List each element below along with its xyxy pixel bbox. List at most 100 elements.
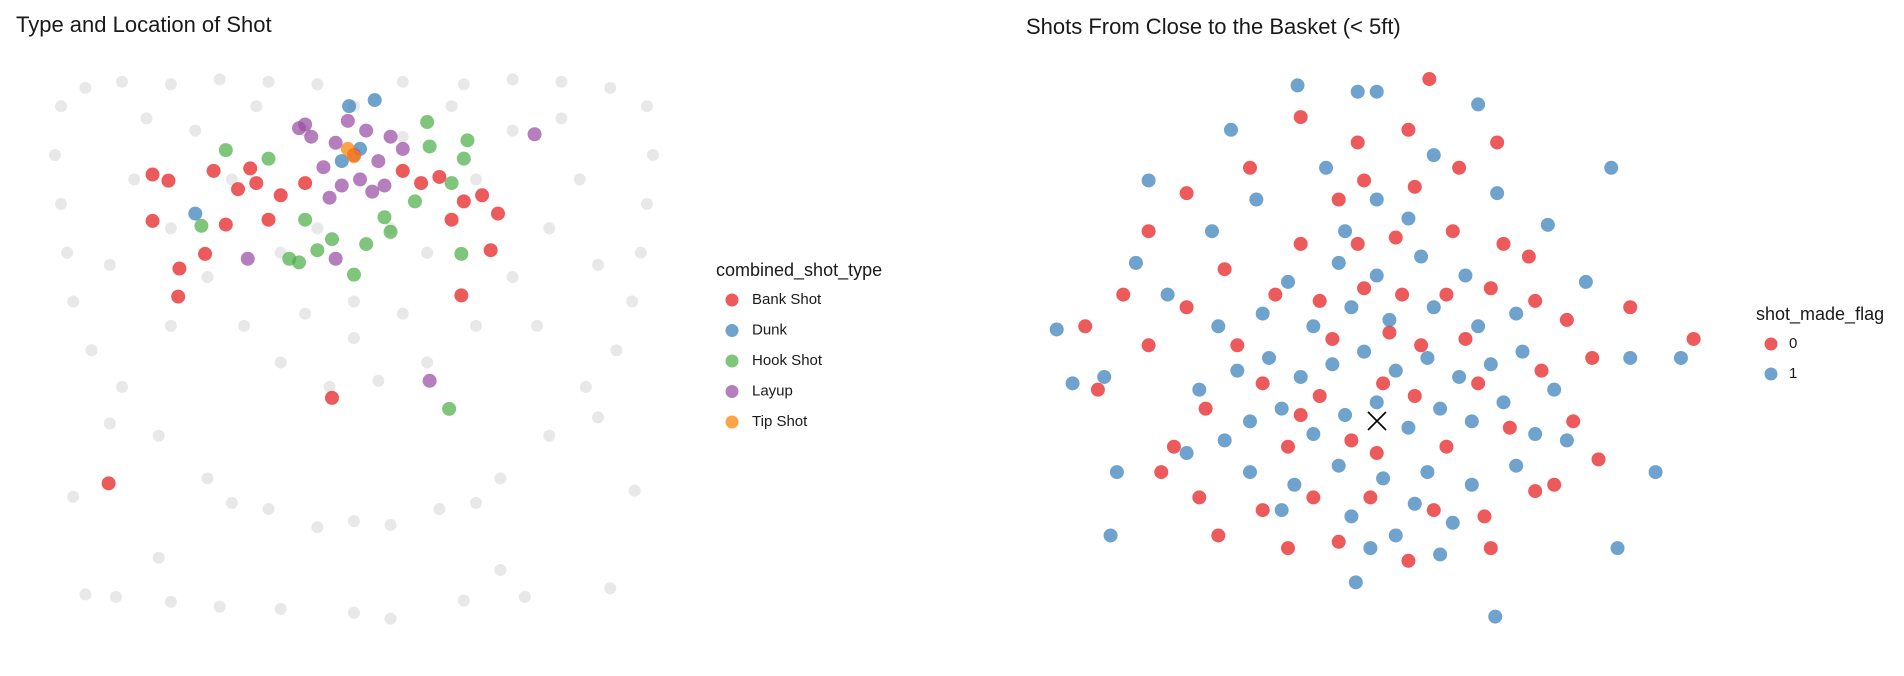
data-point bbox=[1426, 503, 1441, 518]
data-point bbox=[334, 178, 349, 193]
background-point bbox=[433, 502, 446, 515]
background-point bbox=[225, 496, 238, 509]
data-point bbox=[1401, 211, 1416, 226]
data-point bbox=[1502, 420, 1517, 435]
data-point bbox=[1420, 350, 1435, 365]
data-point bbox=[1578, 274, 1593, 289]
background-point bbox=[79, 81, 92, 94]
background-point bbox=[396, 130, 409, 143]
data-point bbox=[1490, 135, 1505, 150]
data-point bbox=[371, 154, 386, 169]
data-point bbox=[1290, 78, 1305, 93]
data-point bbox=[1179, 186, 1194, 201]
data-point bbox=[340, 113, 355, 128]
data-point bbox=[454, 288, 469, 303]
data-point bbox=[1496, 395, 1511, 410]
chart-title: Type and Location of Shot bbox=[16, 12, 272, 37]
data-point bbox=[292, 121, 307, 136]
data-point bbox=[383, 129, 398, 144]
background-point bbox=[85, 344, 98, 357]
data-point bbox=[1477, 509, 1492, 524]
data-point bbox=[1097, 369, 1112, 384]
background-point bbox=[421, 246, 434, 259]
data-point bbox=[1357, 281, 1372, 296]
data-point bbox=[1388, 363, 1403, 378]
data-point bbox=[340, 141, 355, 156]
data-point bbox=[1357, 173, 1372, 188]
data-point bbox=[172, 261, 187, 276]
data-point bbox=[194, 218, 209, 233]
background-point bbox=[646, 149, 659, 162]
background-point bbox=[457, 594, 470, 607]
legend-swatch bbox=[725, 354, 739, 368]
data-point bbox=[1483, 357, 1498, 372]
data-point bbox=[456, 194, 471, 209]
background-point bbox=[543, 429, 556, 442]
data-point bbox=[1363, 541, 1378, 556]
background-point bbox=[311, 78, 324, 91]
background-point bbox=[250, 100, 263, 113]
data-point bbox=[475, 188, 490, 203]
data-point bbox=[1204, 224, 1219, 239]
background-point bbox=[103, 258, 116, 271]
background-point bbox=[164, 319, 177, 332]
background-point bbox=[109, 590, 122, 603]
background-point bbox=[555, 75, 568, 88]
data-point bbox=[1401, 420, 1416, 435]
background-point bbox=[592, 258, 605, 271]
data-point bbox=[198, 246, 213, 261]
data-point bbox=[1344, 509, 1359, 524]
data-point bbox=[1331, 192, 1346, 207]
background-point bbox=[347, 515, 360, 528]
data-point bbox=[414, 176, 429, 191]
data-point bbox=[1414, 338, 1429, 353]
data-point bbox=[1414, 249, 1429, 264]
background-point bbox=[213, 600, 226, 613]
data-point bbox=[1350, 84, 1365, 99]
background-point bbox=[116, 75, 129, 88]
background-point bbox=[164, 595, 177, 608]
background-point bbox=[311, 521, 324, 534]
legend-swatch bbox=[1764, 337, 1778, 351]
data-point bbox=[206, 163, 221, 178]
data-point bbox=[324, 390, 339, 405]
data-point bbox=[1160, 287, 1175, 302]
data-point bbox=[1103, 528, 1118, 543]
data-point bbox=[1528, 427, 1543, 442]
data-point bbox=[1604, 160, 1619, 175]
data-point bbox=[1382, 312, 1397, 327]
background-point bbox=[347, 606, 360, 619]
data-point bbox=[1192, 382, 1207, 397]
data-point bbox=[1471, 97, 1486, 112]
data-point bbox=[1141, 224, 1156, 239]
background-point bbox=[518, 590, 531, 603]
data-point bbox=[1325, 357, 1340, 372]
background-point bbox=[48, 149, 61, 162]
data-point bbox=[1179, 300, 1194, 315]
data-point bbox=[1090, 382, 1105, 397]
background-point bbox=[103, 417, 116, 430]
background-point bbox=[140, 112, 153, 125]
data-point bbox=[310, 243, 325, 258]
plot-marks bbox=[48, 72, 1701, 625]
data-point bbox=[1230, 338, 1245, 353]
data-point bbox=[1331, 534, 1346, 549]
data-point bbox=[1217, 433, 1232, 448]
data-point bbox=[298, 176, 313, 191]
background-point bbox=[470, 319, 482, 332]
data-point bbox=[324, 232, 339, 247]
data-point bbox=[407, 194, 422, 209]
data-point bbox=[1369, 446, 1384, 461]
background-point bbox=[494, 472, 507, 485]
background-point bbox=[225, 173, 238, 186]
data-point bbox=[1464, 414, 1479, 429]
data-point bbox=[1274, 503, 1289, 518]
data-point bbox=[1242, 414, 1257, 429]
data-point bbox=[273, 188, 288, 203]
data-point bbox=[1242, 465, 1257, 480]
data-point bbox=[1223, 122, 1238, 137]
background-point bbox=[262, 502, 275, 515]
data-point bbox=[1281, 439, 1296, 454]
background-point bbox=[116, 380, 129, 393]
